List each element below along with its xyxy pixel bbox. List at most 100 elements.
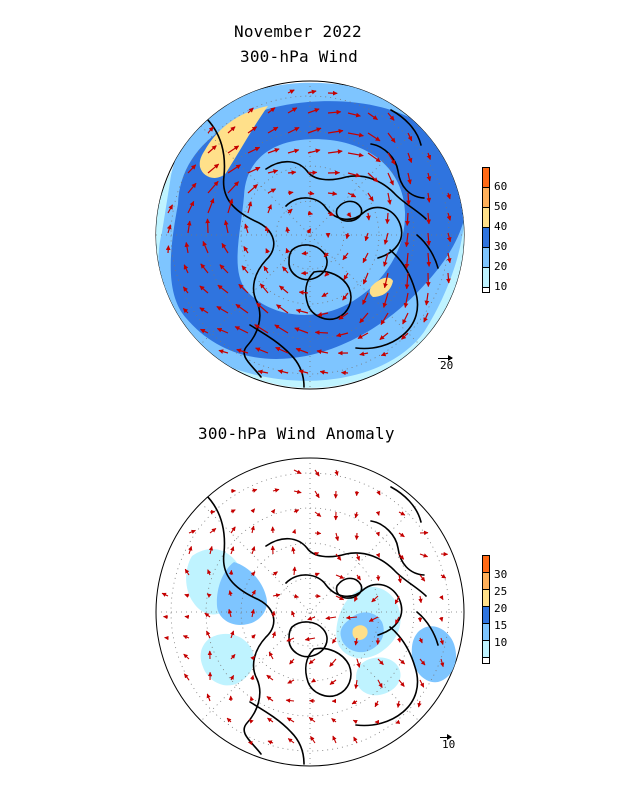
- wind-vector: [367, 172, 379, 183]
- wind-vector: [404, 232, 410, 248]
- anomaly-vector: [183, 653, 190, 660]
- lower-lat-lon-grid: [156, 458, 464, 766]
- wind-vector: [200, 263, 209, 274]
- lower-anomaly-band-15-20-east: [411, 626, 457, 683]
- upper-wind-band-40-50: [199, 106, 268, 178]
- wind-vector: [241, 265, 249, 274]
- wind-vector: [287, 126, 300, 134]
- wind-vector: [294, 327, 309, 334]
- wind-vector: [316, 349, 329, 355]
- wind-vector: [446, 252, 452, 264]
- lower-color-legend: 30 25 20 15 10: [482, 555, 524, 664]
- anomaly-vector: [377, 679, 383, 688]
- anomaly-vector: [396, 700, 401, 708]
- anomaly-vector: [268, 651, 274, 660]
- wind-vector: [254, 324, 269, 334]
- wind-vector: [323, 252, 329, 258]
- wind-vector: [247, 166, 261, 174]
- wind-vector: [267, 204, 272, 214]
- anomaly-vector: [204, 612, 211, 618]
- anomaly-vector: [230, 546, 235, 555]
- lower-anomaly-band-20-25: [352, 625, 368, 640]
- wind-vector: [366, 212, 371, 221]
- anomaly-vector: [230, 630, 235, 639]
- wind-vector: [407, 172, 412, 185]
- lower-anomaly-band-10-15-south: [356, 657, 401, 696]
- wind-vector: [247, 146, 261, 154]
- lower-legend-swatch-30: [482, 555, 490, 573]
- anomaly-vector: [249, 696, 254, 702]
- wind-vector: [238, 283, 249, 294]
- anomaly-vector: [398, 511, 406, 516]
- anomaly-vector: [354, 637, 359, 646]
- wind-vector: [184, 242, 190, 254]
- wind-vector: [256, 302, 269, 314]
- wind-vector: [287, 190, 294, 196]
- wind-vector: [362, 252, 369, 264]
- wind-vector: [183, 264, 189, 274]
- wind-vector: [426, 212, 431, 225]
- anomaly-vector: [314, 511, 322, 517]
- wind-vector: [446, 232, 452, 243]
- wind-vector: [387, 132, 396, 143]
- upper-legend-swatch-30: [482, 227, 490, 248]
- wind-vector: [227, 145, 240, 154]
- anomaly-vector: [267, 717, 274, 723]
- wind-vector: [187, 182, 197, 194]
- anomaly-vector: [398, 679, 405, 687]
- anomaly-vector: [331, 717, 337, 723]
- anomaly-vector: [375, 574, 381, 582]
- wind-vector: [404, 252, 410, 269]
- anomaly-vector: [250, 634, 256, 639]
- wind-vector: [387, 192, 392, 205]
- wind-vector: [307, 89, 317, 95]
- wind-vector: [387, 152, 396, 165]
- wind-vector: [207, 145, 217, 154]
- upper-coastlines: [203, 109, 439, 388]
- anomaly-vector: [394, 595, 400, 605]
- wind-vector: [287, 170, 297, 175]
- wind-vector: [385, 212, 390, 225]
- wind-vector: [287, 148, 300, 154]
- wind-vector: [406, 192, 411, 206]
- wind-vector: [207, 180, 219, 194]
- anomaly-vector: [208, 545, 214, 555]
- anomaly-vector: [227, 608, 233, 618]
- anomaly-vector: [266, 696, 274, 702]
- anomaly-vector: [286, 637, 295, 642]
- wind-vector: [345, 232, 351, 240]
- anomaly-vector: [374, 700, 379, 708]
- upper-wind-vectors: [165, 89, 452, 376]
- anomaly-vector: [228, 569, 234, 576]
- wind-vector: [407, 132, 413, 142]
- upper-legend-tick-10: 10: [494, 280, 508, 293]
- wind-vector: [380, 312, 389, 326]
- wind-vector: [346, 212, 352, 218]
- wind-vector: [426, 152, 432, 160]
- lower-legend-tick-10: 10: [494, 636, 508, 649]
- anomaly-vector: [184, 568, 190, 576]
- wind-vector: [314, 330, 329, 335]
- wind-vector: [182, 286, 189, 294]
- anomaly-vector: [271, 631, 276, 639]
- upper-color-legend: 60 50 40 30 20 10: [482, 167, 524, 293]
- wind-vector: [247, 184, 258, 194]
- wind-vector: [186, 220, 192, 234]
- wind-vector: [321, 292, 329, 298]
- lower-coastlines: [203, 486, 439, 765]
- wind-vector: [387, 112, 395, 121]
- anomaly-vector: [308, 716, 316, 723]
- wind-vector: [199, 307, 209, 314]
- wind-vector: [379, 332, 389, 341]
- lower-anomaly-vectors: [161, 469, 449, 746]
- wind-vector: [446, 212, 452, 221]
- anomaly-vector: [206, 630, 211, 639]
- anomaly-vector: [267, 740, 274, 745]
- wind-vector: [167, 204, 174, 214]
- wind-vector: [263, 265, 269, 274]
- anomaly-vector: [308, 658, 316, 665]
- anomaly-vector: [291, 546, 296, 555]
- anomaly-vector: [293, 594, 299, 599]
- anomaly-vector: [368, 616, 379, 622]
- anomaly-vector: [419, 553, 429, 558]
